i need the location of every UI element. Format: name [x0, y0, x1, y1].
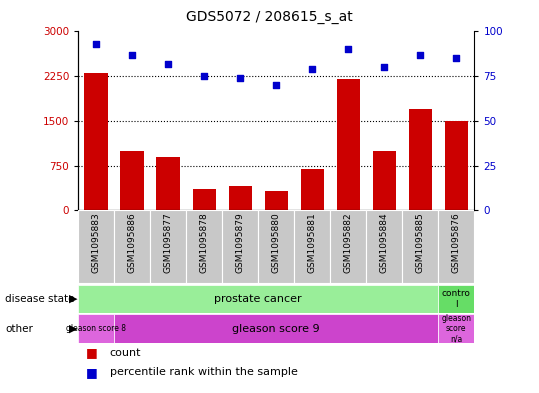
Bar	[438, 210, 474, 283]
Bar	[367, 210, 402, 283]
Bar	[192, 189, 216, 210]
Bar	[336, 79, 360, 210]
Text: percentile rank within the sample: percentile rank within the sample	[110, 367, 298, 377]
Text: gleason score 8: gleason score 8	[66, 324, 126, 333]
Bar	[409, 109, 432, 210]
Point	[416, 51, 425, 58]
Text: GSM1095885: GSM1095885	[416, 213, 425, 273]
Text: GSM1095882: GSM1095882	[344, 213, 353, 273]
Text: ▶: ▶	[69, 294, 78, 304]
Text: ■: ■	[86, 346, 98, 359]
Text: GSM1095876: GSM1095876	[452, 213, 461, 273]
Bar	[114, 314, 438, 343]
Bar	[85, 73, 108, 210]
Text: disease state: disease state	[5, 294, 75, 304]
Bar	[301, 169, 324, 210]
Bar	[156, 156, 180, 210]
Bar	[438, 314, 474, 343]
Text: gleason
score
n/a: gleason score n/a	[441, 314, 471, 343]
Text: GSM1095879: GSM1095879	[236, 213, 245, 273]
Bar	[372, 151, 396, 210]
Bar	[121, 151, 144, 210]
Bar	[438, 285, 474, 313]
Point	[308, 66, 316, 72]
Bar	[114, 210, 150, 283]
Text: ■: ■	[86, 365, 98, 379]
Text: GSM1095881: GSM1095881	[308, 213, 317, 273]
Text: gleason score 9: gleason score 9	[232, 323, 320, 334]
Text: contro
l: contro l	[442, 289, 471, 309]
Bar	[78, 210, 114, 283]
Text: GSM1095883: GSM1095883	[92, 213, 101, 273]
Bar	[445, 121, 468, 210]
Point	[344, 46, 353, 52]
Text: GDS5072 / 208615_s_at: GDS5072 / 208615_s_at	[186, 10, 353, 24]
Bar	[150, 210, 186, 283]
Point	[164, 61, 172, 67]
Text: GSM1095880: GSM1095880	[272, 213, 281, 273]
Bar	[402, 210, 438, 283]
Bar	[258, 210, 294, 283]
Text: count: count	[110, 347, 141, 358]
Point	[452, 55, 461, 61]
Bar	[294, 210, 330, 283]
Point	[92, 41, 100, 47]
Text: GSM1095886: GSM1095886	[128, 213, 137, 273]
Text: ▶: ▶	[69, 323, 78, 334]
Bar	[330, 210, 367, 283]
Point	[380, 64, 389, 70]
Text: prostate cancer: prostate cancer	[215, 294, 302, 304]
Text: GSM1095878: GSM1095878	[200, 213, 209, 273]
Text: GSM1095884: GSM1095884	[380, 213, 389, 273]
Bar	[78, 314, 114, 343]
Point	[200, 73, 209, 79]
Point	[272, 82, 281, 88]
Bar	[222, 210, 258, 283]
Text: GSM1095877: GSM1095877	[164, 213, 172, 273]
Text: other: other	[5, 323, 33, 334]
Bar	[229, 186, 252, 210]
Bar	[265, 191, 288, 210]
Bar	[186, 210, 222, 283]
Point	[236, 75, 245, 81]
Point	[128, 51, 136, 58]
